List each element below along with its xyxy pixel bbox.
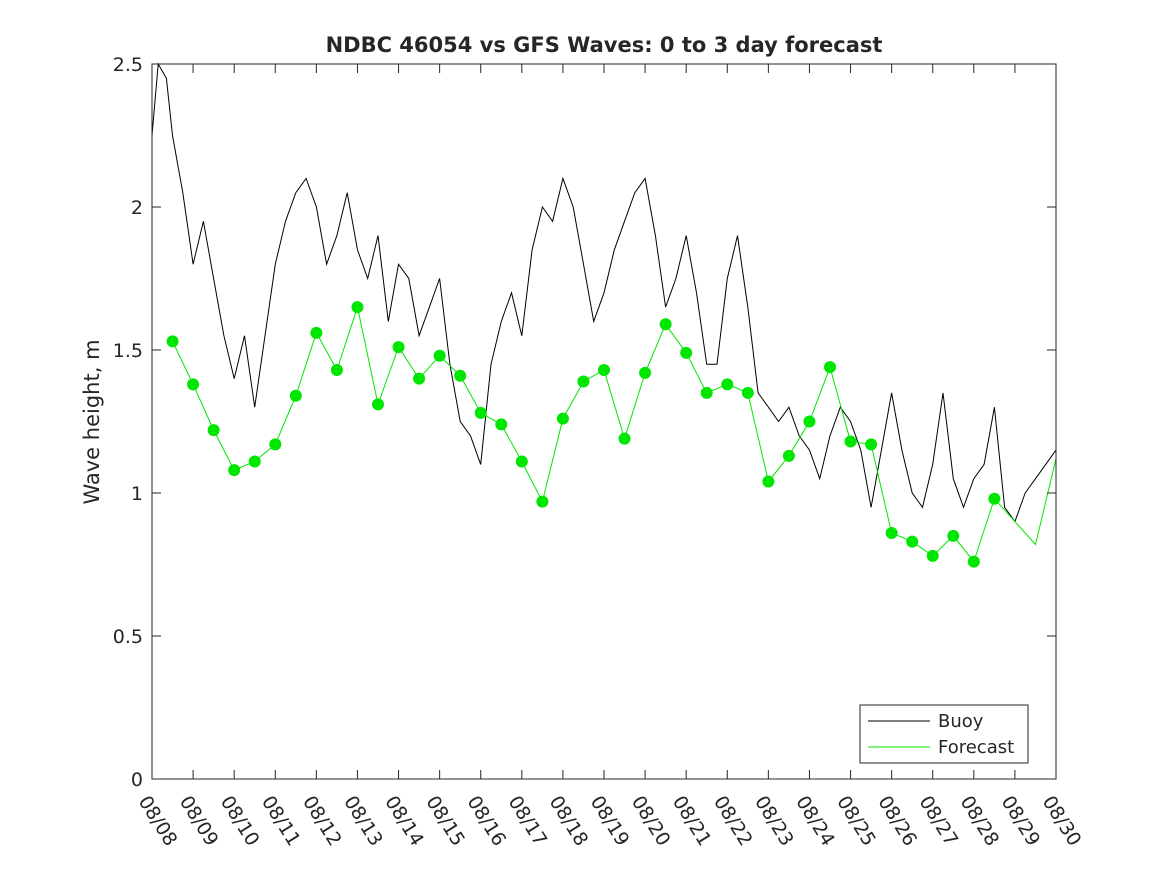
forecast-point — [413, 372, 426, 385]
forecast-point — [926, 549, 939, 562]
x-tick-label: 08/08 — [134, 792, 182, 850]
x-tick-label: 08/18 — [545, 792, 593, 850]
x-tick-label: 08/11 — [257, 792, 305, 850]
x-tick-label: 08/22 — [709, 792, 757, 850]
forecast-point — [248, 455, 261, 468]
forecast-point — [639, 366, 652, 379]
x-tick-label: 08/16 — [462, 792, 510, 850]
forecast-point — [454, 369, 467, 382]
forecast-point — [392, 341, 405, 354]
y-tick-label: 0 — [131, 769, 143, 791]
forecast-point — [618, 432, 631, 445]
x-tick-label: 08/21 — [668, 792, 716, 850]
forecast-point — [433, 349, 446, 362]
forecast-point — [598, 364, 610, 377]
forecast-point — [310, 326, 323, 339]
forecast-point — [187, 378, 200, 391]
forecast-point — [207, 424, 220, 437]
forecast-point — [474, 406, 487, 419]
forecast-point — [577, 375, 590, 388]
y-tick-label: 0.5 — [113, 626, 143, 648]
forecast-point — [906, 535, 919, 548]
legend: Buoy Forecast — [859, 704, 1029, 764]
y-axis-label: Wave height, m — [80, 339, 104, 504]
plot-area-frame — [151, 63, 1057, 780]
forecast-point — [782, 449, 795, 462]
forecast-point — [659, 318, 672, 331]
x-tick-label: 08/10 — [216, 792, 264, 850]
chart-title: NDBC 46054 vs GFS Waves: 0 to 3 day fore… — [326, 33, 883, 57]
forecast-point — [803, 415, 816, 428]
forecast-point — [741, 386, 754, 399]
legend-box — [859, 704, 1029, 764]
forecast-point — [700, 386, 713, 399]
x-tick-label: 08/26 — [873, 792, 921, 850]
x-tick-label: 08/09 — [175, 792, 223, 850]
x-tick-label: 08/15 — [421, 792, 469, 850]
forecast-point — [228, 464, 241, 477]
forecast-point — [844, 435, 857, 448]
legend-forecast-label: Forecast — [938, 737, 1014, 758]
y-tick-label: 2.5 — [113, 54, 143, 76]
forecast-point — [495, 418, 508, 431]
x-tick-label: 08/12 — [298, 792, 346, 850]
forecast-point — [967, 555, 980, 568]
y-tick-label: 1 — [131, 483, 143, 505]
forecast-point — [515, 455, 528, 468]
forecast-point — [947, 529, 960, 542]
x-tick-label: 08/19 — [586, 792, 634, 850]
x-tick-label: 08/17 — [504, 792, 552, 850]
x-tick-label: 08/25 — [832, 792, 880, 850]
forecast-point — [988, 492, 1001, 505]
forecast-point — [721, 378, 734, 391]
x-tick-label: 08/23 — [750, 792, 798, 850]
forecast-point — [865, 438, 878, 451]
forecast-point — [556, 412, 569, 425]
forecast-point — [885, 527, 898, 540]
forecast-point — [536, 495, 549, 508]
x-tick-label: 08/14 — [380, 792, 428, 850]
x-tick-label: 08/13 — [339, 792, 387, 850]
x-tick-label: 08/27 — [914, 792, 962, 850]
series-line-buoy — [151, 62, 1057, 523]
forecast-point — [289, 389, 302, 402]
legend-buoy-label: Buoy — [938, 711, 984, 732]
forecast-point — [680, 346, 693, 359]
forecast-point — [762, 475, 775, 488]
y-tick-label: 2 — [131, 197, 143, 219]
forecast-point — [372, 398, 384, 411]
x-tick-label: 08/20 — [627, 792, 675, 850]
forecast-point — [824, 361, 836, 374]
series-layer — [151, 62, 1057, 568]
series-line-forecast — [172, 305, 1057, 563]
x-tick-label: 08/28 — [956, 792, 1004, 850]
x-tick-label: 08/29 — [997, 792, 1045, 850]
forecast-point — [269, 438, 282, 451]
x-tick-label: 08/24 — [791, 792, 839, 850]
x-tick-label: 08/30 — [1038, 792, 1086, 850]
y-tick-label: 1.5 — [113, 340, 143, 362]
forecast-point — [330, 364, 343, 377]
forecast-point — [166, 335, 179, 348]
forecast-point — [351, 301, 364, 314]
